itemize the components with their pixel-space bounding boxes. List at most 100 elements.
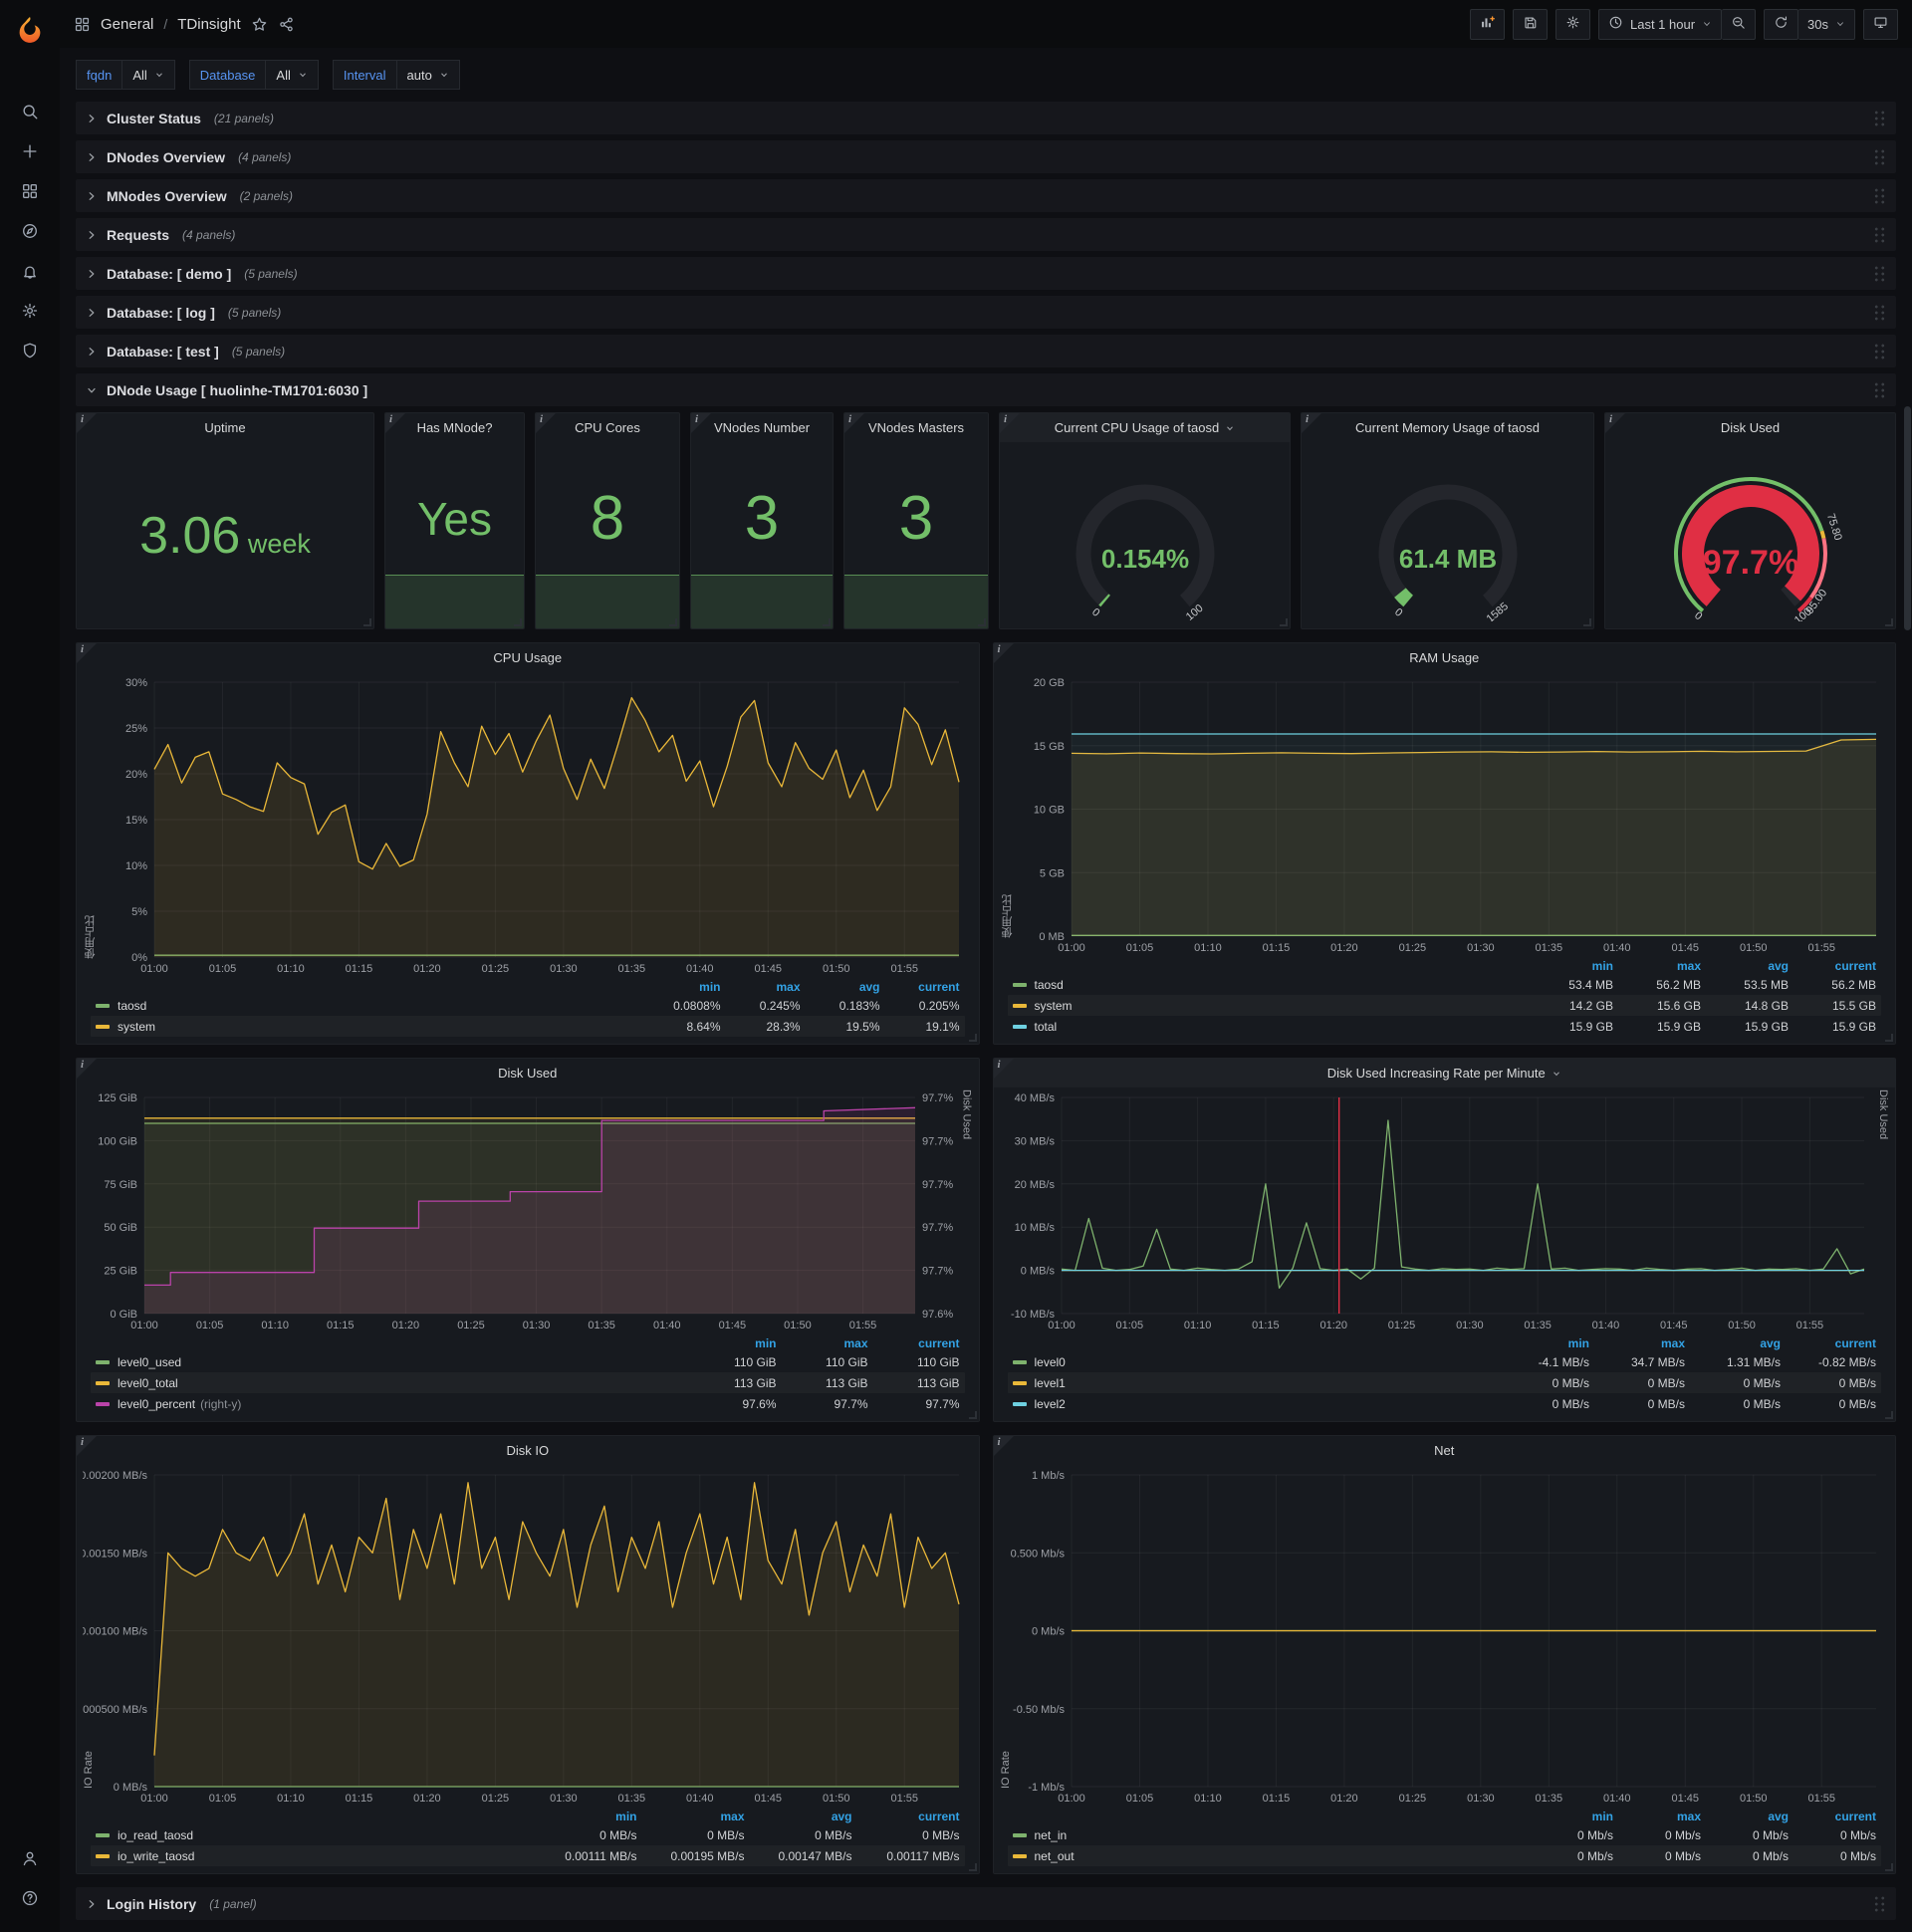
- legend-column[interactable]: min: [1591, 958, 1613, 973]
- legend-series-name[interactable]: system: [96, 1020, 155, 1034]
- panel-info-icon[interactable]: i: [77, 1436, 97, 1456]
- variable-value-dropdown[interactable]: auto: [395, 60, 460, 90]
- row-drag-handle[interactable]: [1873, 381, 1886, 399]
- row-drag-handle[interactable]: [1873, 304, 1886, 322]
- panel-info-icon[interactable]: i: [77, 413, 97, 433]
- legend-series-name[interactable]: level0: [1012, 1355, 1066, 1369]
- legend-column[interactable]: max: [776, 979, 801, 994]
- panel-info-icon[interactable]: i: [1605, 413, 1625, 433]
- breadcrumb-section[interactable]: General: [101, 15, 154, 33]
- variable-label[interactable]: Database: [188, 60, 266, 90]
- legend-column[interactable]: current: [1834, 1809, 1876, 1823]
- panel-title[interactable]: VNodes Number: [691, 413, 833, 442]
- dashboard-row-header[interactable]: DNode Usage [ huolinhe-TM1701:6030 ]: [76, 373, 1896, 406]
- row-drag-handle[interactable]: [1873, 343, 1886, 361]
- legend-series-name[interactable]: net_out: [1012, 1849, 1075, 1863]
- row-drag-handle[interactable]: [1873, 187, 1886, 205]
- apps-icon[interactable]: [9, 171, 51, 211]
- legend-series-name[interactable]: level0_total: [96, 1376, 178, 1390]
- legend-column[interactable]: max: [720, 1809, 745, 1823]
- panel-title[interactable]: Current Memory Usage of taosd: [1302, 413, 1593, 442]
- cycle-view-button[interactable]: [1863, 8, 1898, 40]
- refresh-button[interactable]: [1764, 8, 1799, 40]
- legend-column[interactable]: min: [699, 979, 721, 994]
- variable-value-dropdown[interactable]: All: [265, 60, 319, 90]
- panel-info-icon[interactable]: i: [844, 413, 864, 433]
- row-drag-handle[interactable]: [1873, 265, 1886, 283]
- variable-label[interactable]: Interval: [332, 60, 396, 90]
- legend-series-name[interactable]: level0_percent (right-y): [96, 1397, 241, 1411]
- legend-series-name[interactable]: level0_used: [96, 1355, 181, 1369]
- zoom-out-time-button[interactable]: [1722, 8, 1757, 40]
- panel-title[interactable]: CPU Usage: [77, 643, 979, 672]
- share-icon[interactable]: [278, 16, 295, 33]
- dashboard-row-header[interactable]: Database: [ log ] (5 panels): [76, 296, 1896, 329]
- panel-title[interactable]: Uptime: [77, 413, 373, 442]
- panel-title[interactable]: RAM Usage: [994, 643, 1896, 672]
- legend-series-name[interactable]: io_write_taosd: [96, 1849, 194, 1863]
- panel-info-icon[interactable]: i: [993, 1436, 1014, 1456]
- panel-title[interactable]: Disk Used: [77, 1059, 979, 1087]
- panel-info-icon[interactable]: i: [691, 413, 711, 433]
- panel-info-icon[interactable]: i: [77, 643, 97, 663]
- row-drag-handle[interactable]: [1873, 148, 1886, 166]
- legend-column[interactable]: min: [755, 1335, 777, 1350]
- variable-label[interactable]: fqdn: [76, 60, 122, 90]
- legend-column[interactable]: avg: [858, 979, 880, 994]
- dashboard-row-header[interactable]: DNodes Overview (4 panels): [76, 140, 1896, 173]
- breadcrumb-title[interactable]: TDinsight: [177, 15, 241, 33]
- legend-series-name[interactable]: system: [1012, 999, 1073, 1013]
- dashboard-row-header[interactable]: Cluster Status (21 panels): [76, 102, 1896, 134]
- panel-title[interactable]: CPU Cores: [536, 413, 679, 442]
- panel-title[interactable]: Disk Used: [1605, 413, 1895, 442]
- panel-info-icon[interactable]: i: [1302, 413, 1321, 433]
- compass-icon[interactable]: [9, 211, 51, 251]
- help-icon[interactable]: [9, 1878, 51, 1918]
- legend-column[interactable]: current: [1834, 958, 1876, 973]
- legend-column[interactable]: max: [1676, 958, 1701, 973]
- variable-value-dropdown[interactable]: All: [121, 60, 175, 90]
- legend-column[interactable]: max: [1660, 1335, 1685, 1350]
- scrollbar-thumb[interactable]: [1904, 406, 1911, 630]
- legend-series-name[interactable]: taosd: [1012, 978, 1064, 992]
- panel-info-icon[interactable]: i: [993, 1059, 1014, 1079]
- save-dashboard-button[interactable]: [1512, 8, 1548, 40]
- legend-column[interactable]: min: [1591, 1809, 1613, 1823]
- legend-column[interactable]: current: [1834, 1335, 1876, 1350]
- refresh-interval-dropdown[interactable]: 30s: [1798, 8, 1855, 40]
- grafana-logo-icon[interactable]: [9, 10, 51, 50]
- legend-column[interactable]: min: [615, 1809, 637, 1823]
- row-drag-handle[interactable]: [1873, 1895, 1886, 1913]
- panel-title[interactable]: VNodes Masters: [844, 413, 988, 442]
- legend-series-name[interactable]: level2: [1012, 1397, 1066, 1411]
- panel-title[interactable]: Has MNode?: [385, 413, 524, 442]
- row-drag-handle[interactable]: [1873, 110, 1886, 127]
- legend-column[interactable]: current: [918, 1335, 960, 1350]
- time-range-picker[interactable]: Last 1 hour: [1597, 8, 1723, 40]
- legend-series-name[interactable]: level1: [1012, 1376, 1066, 1390]
- legend-series-name[interactable]: io_read_taosd: [96, 1828, 193, 1842]
- legend-series-name[interactable]: taosd: [96, 999, 146, 1013]
- page-scrollbar[interactable]: [1904, 0, 1911, 1932]
- panel-info-icon[interactable]: i: [1000, 413, 1020, 433]
- plus-icon[interactable]: [9, 131, 51, 171]
- legend-column[interactable]: avg: [831, 1809, 852, 1823]
- dashboard-settings-button[interactable]: [1554, 8, 1590, 40]
- dashboard-row-header[interactable]: Requests (4 panels): [76, 218, 1896, 251]
- user-icon[interactable]: [9, 1838, 51, 1878]
- legend-column[interactable]: min: [1567, 1335, 1589, 1350]
- star-icon[interactable]: [251, 16, 268, 33]
- dashboard-row-header[interactable]: Database: [ demo ] (5 panels): [76, 257, 1896, 290]
- legend-column[interactable]: max: [1676, 1809, 1701, 1823]
- row-drag-handle[interactable]: [1873, 226, 1886, 244]
- bell-icon[interactable]: [9, 251, 51, 291]
- legend-column[interactable]: current: [918, 979, 960, 994]
- dashboard-row-header[interactable]: Database: [ test ] (5 panels): [76, 335, 1896, 367]
- dashboard-row-header[interactable]: MNodes Overview (2 panels): [76, 179, 1896, 212]
- legend-column[interactable]: avg: [1768, 1809, 1789, 1823]
- add-panel-button[interactable]: [1469, 8, 1505, 40]
- panel-info-icon[interactable]: i: [385, 413, 405, 433]
- panel-title[interactable]: Net: [994, 1436, 1896, 1465]
- panel-info-icon[interactable]: i: [993, 643, 1014, 663]
- dashboard-row-header[interactable]: Login History (1 panel): [76, 1887, 1896, 1920]
